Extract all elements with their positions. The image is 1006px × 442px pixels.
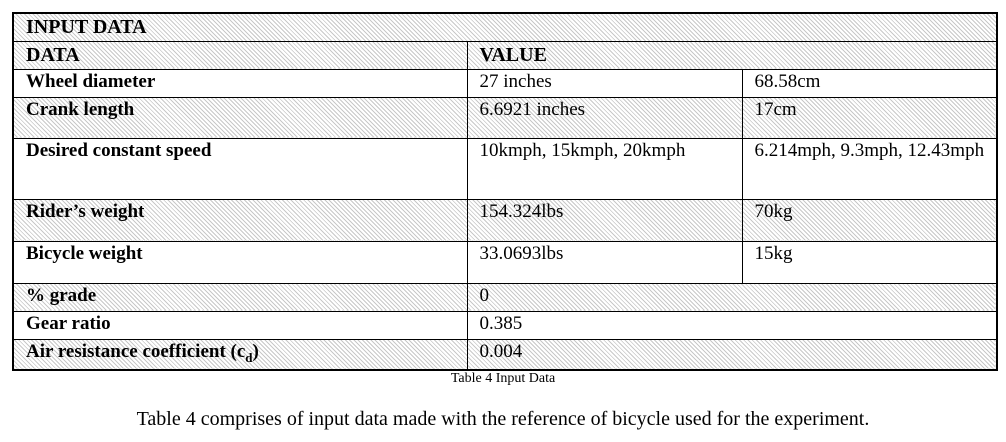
row-label: Air resistance coefficient (cd) <box>12 338 468 371</box>
data-row: Desired constant speed 10kmph, 15kmph, 20… <box>12 137 998 200</box>
label-text: Air resistance coefficient (c <box>26 340 246 362</box>
paragraph: Table 4 comprises of input data made wit… <box>136 408 870 430</box>
row-label: Rider’s weight <box>12 198 468 242</box>
value-cell: 154.324lbs <box>466 198 743 242</box>
value-cell: 10kmph, 15kmph, 20kmph <box>466 137 743 200</box>
value-cell: 17cm <box>741 96 998 139</box>
data-row: Gear ratio 0.385 <box>12 310 998 340</box>
data-row: Crank length 6.6921 inches 17cm <box>12 96 998 139</box>
value-cell: 0.004 <box>466 338 998 371</box>
header-cell: DATA <box>12 40 468 70</box>
value-cell: 0.385 <box>466 310 998 340</box>
label-subscript: d <box>245 349 253 365</box>
value-cell: 0 <box>466 282 998 312</box>
table-title: INPUT DATA <box>12 12 998 42</box>
value-cell: 27 inches <box>466 68 743 98</box>
table-caption: Table 4 Input Data <box>450 371 556 386</box>
data-row: Rider’s weight 154.324lbs 70kg <box>12 198 998 242</box>
row-label: Desired constant speed <box>12 137 468 200</box>
row-label: % grade <box>12 282 468 312</box>
value-cell: 6.6921 inches <box>466 96 743 139</box>
value-cell: 15kg <box>741 240 998 284</box>
value-cell: 68.58cm <box>741 68 998 98</box>
header-row: DATA VALUE <box>12 40 998 70</box>
data-row: Air resistance coefficient (cd) 0.004 <box>12 338 998 371</box>
data-row: % grade 0 <box>12 282 998 312</box>
row-label: Crank length <box>12 96 468 139</box>
value-cell: 33.0693lbs <box>466 240 743 284</box>
data-row: Wheel diameter 27 inches 68.58cm <box>12 68 998 98</box>
input-table: INPUT DATA DATA VALUE Wheel diameter 27 inch… <box>12 12 998 372</box>
row-label: Wheel diameter <box>12 68 468 98</box>
value-cell: 70kg <box>741 198 998 242</box>
label-text: ) <box>252 340 259 362</box>
title-row: INPUT DATA <box>12 12 998 42</box>
row-label: Bicycle weight <box>12 240 468 284</box>
header-cell: VALUE <box>466 40 998 70</box>
data-row: Bicycle weight 33.0693lbs 15kg <box>12 240 998 284</box>
row-label: Gear ratio <box>12 310 468 340</box>
value-cell: 6.214mph, 9.3mph, 12.43mph <box>741 137 998 200</box>
